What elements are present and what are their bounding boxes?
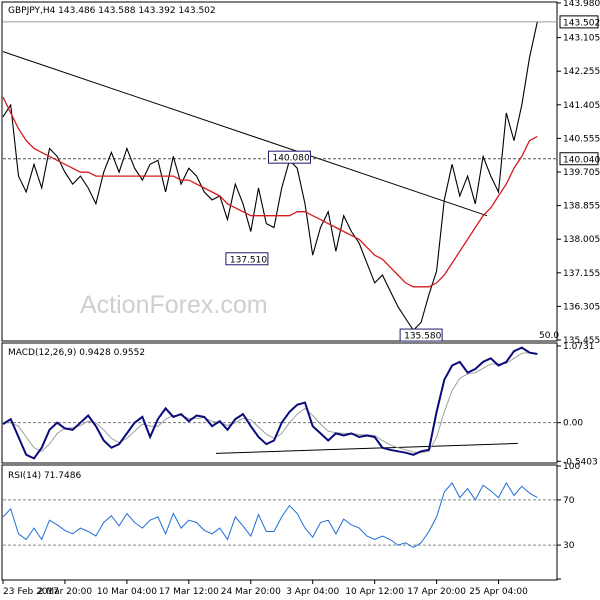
macd-y-tick-label: 0.00	[563, 419, 583, 429]
sma-period-label: 50.0	[539, 331, 559, 341]
x-tick-label: 10 Apr 12:00	[345, 587, 404, 597]
price-level-marker-box	[559, 15, 599, 29]
macd-panel-frame	[1, 342, 558, 464]
rsi-title: RSI(14) 71.7486	[8, 471, 81, 481]
price-annotation-label: 137.510	[230, 255, 267, 265]
x-tick-label: 10 Mar 04:00	[97, 587, 157, 597]
macd-series-line	[2, 346, 538, 460]
price-y-tick-label: 139.705	[563, 168, 600, 178]
price-y-tick-label: 143.980	[563, 0, 600, 9]
macd-title: MACD(12,26,9) 0.9428 0.9552	[8, 348, 145, 358]
price-annotation-box	[267, 150, 311, 164]
price-y-tick-label: 137.155	[563, 269, 600, 279]
price-y-tick-label: 143.105	[563, 34, 600, 44]
price-y-tick-label: 138.855	[563, 202, 600, 212]
price-annotation-label: 135.580	[404, 332, 441, 342]
x-tick-label: 3 Apr 04:00	[286, 587, 339, 597]
sma-series-line	[2, 96, 538, 288]
rsi-panel-frame	[1, 464, 558, 581]
price-level-marker-label: 143.502	[563, 18, 600, 28]
price-y-tick-label: 142.255	[563, 67, 600, 77]
x-tick-label: 2 Mar 20:00	[38, 587, 93, 597]
price-series-line	[2, 21, 538, 332]
macd-trendline	[215, 442, 518, 454]
rsi-y-tick-label: 70	[563, 496, 575, 506]
macd-y-tick-label: 1.0731	[563, 342, 595, 352]
x-tick-label: 23 Feb 2017	[3, 587, 59, 597]
price-chart-title: GBPJPY,H4 143.486 143.588 143.392 143.50…	[8, 6, 216, 16]
price-y-tick-label: 141.405	[563, 101, 600, 111]
x-tick-label: 25 Apr 04:00	[469, 587, 528, 597]
price-annotation-box	[399, 328, 443, 342]
price-annotation-label: 140.080	[272, 154, 309, 164]
price-trendline	[2, 51, 488, 217]
price-y-tick-label: 135.455	[563, 336, 600, 346]
rsi-series-line	[2, 481, 538, 548]
x-tick-label: 17 Apr 20:00	[407, 587, 466, 597]
rsi-y-tick-label: 30	[563, 541, 575, 551]
x-tick-label: 17 Mar 12:00	[159, 587, 219, 597]
price-level-marker-box	[559, 152, 599, 166]
price-y-tick-label: 138.005	[563, 235, 600, 245]
macd-y-tick-label: -0.5403	[563, 457, 598, 467]
price-level-marker-label: 140.040	[563, 155, 600, 165]
price-annotation-box	[225, 252, 269, 266]
watermark: ActionForex.com	[80, 291, 268, 319]
price-y-tick-label: 140.555	[563, 134, 600, 144]
macd-signal-line	[3, 352, 538, 454]
price-y-tick-label: 136.305	[563, 302, 600, 312]
x-tick-label: 24 Mar 20:00	[221, 587, 281, 597]
rsi-y-tick-label: 100	[563, 462, 580, 472]
